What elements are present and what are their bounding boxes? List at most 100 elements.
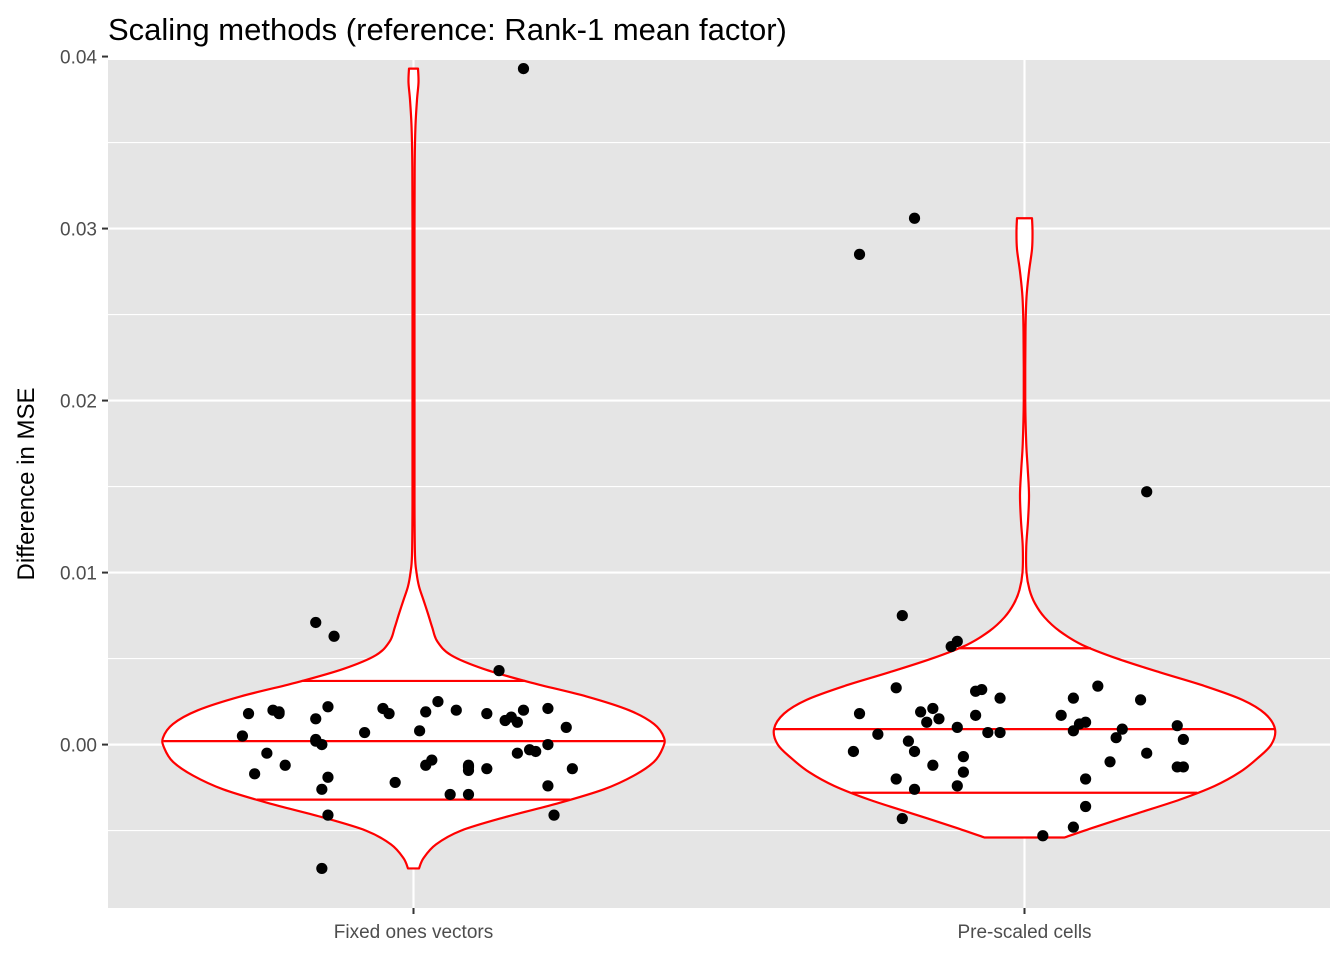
data-point [542,738,554,751]
data-point [316,783,328,795]
data-point [1067,725,1079,737]
data-point [517,63,530,75]
minor-gridlines [108,142,1330,832]
data-point [1177,733,1189,746]
data-point [420,759,432,771]
data-point [994,726,1006,739]
data-point [310,616,322,629]
data-point [1067,692,1079,704]
data-point [1037,830,1049,842]
x-tick-label: Fixed ones vectors [334,922,493,943]
data-point [511,716,523,728]
data-point [389,776,401,789]
data-point [970,685,982,697]
data-point [493,665,505,677]
y-axis-title: Difference in MSE [13,388,40,581]
data-point [530,745,542,758]
data-point [242,708,255,720]
data-point [249,768,261,780]
data-point [542,780,554,792]
data-point [560,721,572,733]
y-tick-label: 0.02 [60,392,97,413]
data-point [1067,821,1079,833]
data-point [908,783,921,795]
data-point [853,708,866,720]
data-point [462,788,475,801]
data-point [481,708,493,720]
chart-title: Scaling methods (reference: Rank-1 mean … [108,12,787,47]
data-point [902,735,915,747]
violin-outline [161,67,666,870]
y-tick-label: 0.00 [60,736,97,757]
data-point [322,771,334,783]
data-point [957,751,970,763]
data-point [957,766,970,778]
data-point [1104,756,1116,768]
data-point [982,726,994,739]
data-point [359,726,371,739]
data-point [316,738,328,751]
data-point [1110,732,1122,744]
data-point [273,708,285,720]
data-point [1171,720,1183,732]
data-point [896,812,908,825]
y-tick-label: 0.01 [60,564,97,585]
data-point [1116,723,1128,735]
data-point [279,759,291,771]
data-point [1092,680,1104,692]
x-tick-label: Pre-scaled cells [957,922,1091,943]
data-point [890,682,902,694]
data-point [853,248,866,260]
data-point [872,728,884,740]
data-point [890,773,902,785]
data-point [444,788,456,801]
data-point [933,713,945,725]
data-point [994,692,1006,704]
data-point [915,706,927,718]
x-axis: Fixed ones vectors Pre-scaled cells [334,908,1092,943]
data-point [322,701,334,713]
data-point [310,713,322,725]
data-point [432,695,444,708]
y-tick-label: 0.04 [60,48,97,69]
data-point [236,730,249,742]
data-point [542,702,554,715]
y-axis: 0.00 0.01 0.02 0.03 0.04 [60,48,108,757]
violin-outline [772,217,1277,839]
data-point [322,809,334,821]
data-point [945,640,957,653]
data-point [316,862,328,875]
data-point [481,763,493,775]
data-point [1134,694,1147,706]
data-point [921,716,933,728]
data-point [951,780,963,792]
data-point [1080,800,1092,813]
data-point [450,704,462,716]
data-point [896,609,908,622]
data-point [1141,486,1153,498]
data-point [517,704,530,716]
data-point [420,706,432,718]
violins-layer [161,67,1277,870]
data-point [927,702,939,715]
data-point [847,745,860,758]
data-point [1080,773,1092,785]
data-point [462,764,475,776]
data-point [511,747,523,759]
data-point [1055,709,1067,721]
data-point [927,759,939,771]
data-point [261,747,273,759]
data-point [1177,761,1189,773]
data-point [951,721,963,733]
data-point [908,212,921,224]
data-point [1141,747,1153,759]
data-point [414,725,426,737]
data-point [566,763,578,775]
data-point [970,709,982,721]
data-point [383,708,395,720]
data-point [328,630,340,642]
y-tick-label: 0.03 [60,220,97,241]
points-layer [236,63,1189,875]
data-point [908,745,921,758]
